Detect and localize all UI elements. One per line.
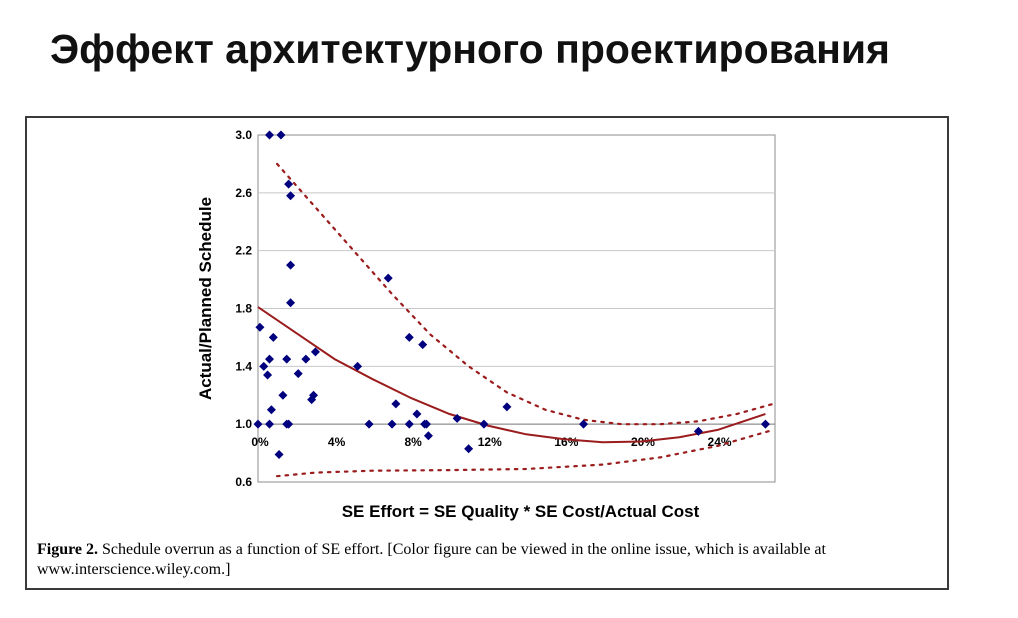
caption-label: Figure 2. (37, 541, 99, 558)
x-tick-label: 8% (405, 435, 423, 449)
data-point (464, 444, 474, 454)
data-point (264, 130, 274, 140)
data-point (579, 419, 589, 429)
data-point (760, 419, 770, 429)
data-point (278, 390, 288, 400)
figure-caption: Figure 2. Schedule overrun as a function… (37, 540, 941, 580)
data-point (391, 399, 401, 409)
y-tick-label: 2.2 (235, 244, 252, 258)
data-point (284, 419, 294, 429)
data-point (293, 369, 303, 379)
data-point (412, 409, 422, 419)
data-point (253, 419, 263, 429)
data-point (286, 260, 296, 270)
data-point (404, 332, 414, 342)
data-point (286, 298, 296, 308)
figure-frame: 0.6 1.0 1.4 1.8 2.2 2.6 3.0 0% 4% 8% 12% 16% 20% 24% A… (25, 116, 949, 590)
data-point (383, 273, 393, 283)
data-point (282, 354, 292, 364)
data-point (266, 405, 276, 415)
data-point (310, 347, 320, 357)
data-point (353, 361, 363, 371)
data-point (364, 419, 374, 429)
data-point (263, 370, 273, 380)
data-point (274, 450, 284, 460)
y-tick-label: 0.6 (235, 475, 252, 489)
data-point (418, 340, 428, 350)
x-tick-label: 24% (708, 435, 732, 449)
y-tick-label: 1.4 (235, 359, 252, 373)
data-point (502, 402, 512, 412)
y-tick-label: 1.0 (235, 417, 252, 431)
x-axis-title: SE Effort = SE Quality * SE Cost/Actual … (342, 502, 700, 521)
caption-text: Schedule overrun as a function of SE eff… (37, 541, 826, 578)
data-point (693, 426, 703, 436)
lower-bound-curve (276, 428, 775, 478)
data-point (264, 354, 274, 364)
y-tick-label: 1.8 (235, 302, 252, 316)
slide-title: Эффект архитектурного проектирования (50, 26, 890, 72)
data-point (452, 413, 462, 423)
data-point (284, 179, 294, 189)
data-point (259, 361, 269, 371)
data-point (422, 419, 432, 429)
x-tick-label: 16% (554, 435, 578, 449)
data-point (276, 130, 286, 140)
data-point (268, 332, 278, 342)
y-tick-label: 3.0 (235, 128, 252, 142)
trend-curve (257, 306, 766, 444)
x-tick-label: 12% (478, 435, 502, 449)
data-point (286, 191, 296, 201)
data-point (479, 419, 489, 429)
y-axis-title: Actual/Planned Schedule (196, 197, 215, 400)
x-tick-label: 0% (251, 435, 269, 449)
data-point (309, 390, 319, 400)
data-point (264, 419, 274, 429)
data-point (301, 354, 311, 364)
y-tick-label: 2.6 (235, 186, 252, 200)
x-tick-label: 4% (328, 435, 346, 449)
data-point (423, 431, 433, 441)
data-point (387, 419, 397, 429)
scatter-chart: 0.61.01.41.82.22.63.00% 4% 8% 12% 16% 20% 24%A… (196, 128, 776, 521)
data-point (404, 419, 414, 429)
